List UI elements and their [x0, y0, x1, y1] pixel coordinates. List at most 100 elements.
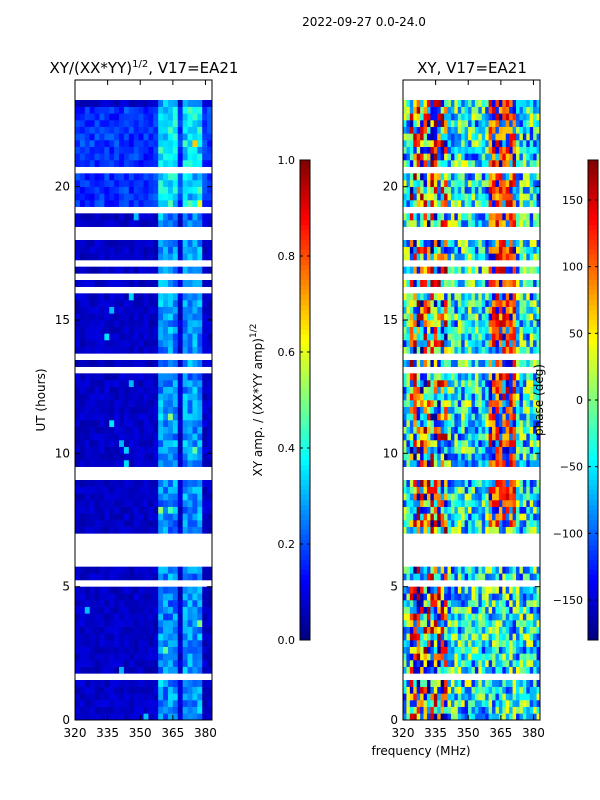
- amplitude-cell: [177, 680, 184, 687]
- phase-cell: [409, 480, 414, 487]
- amplitude-time-row: [75, 100, 213, 107]
- phase-cell: [526, 640, 531, 647]
- phase-cell: [450, 586, 455, 594]
- amplitude-time-row: [75, 106, 213, 114]
- phase-cell: [437, 660, 442, 667]
- phase-cell: [403, 640, 407, 647]
- amplitude-cell: [94, 686, 100, 694]
- phase-cell: [509, 433, 513, 441]
- amplitude-cell: [163, 153, 169, 161]
- amplitude-cell: [128, 493, 135, 501]
- amplitude-cell: [167, 333, 174, 341]
- amplitude-cell: [163, 426, 169, 434]
- amplitude-cell: [114, 480, 120, 487]
- phase-cell: [403, 213, 407, 221]
- amplitude-cell: [119, 106, 125, 114]
- phase-cell: [430, 220, 435, 227]
- phase-cell: [430, 180, 435, 187]
- amplitude-cell: [75, 346, 81, 354]
- amplitude-cell: [119, 266, 125, 274]
- phase-cell: [461, 280, 466, 287]
- phase-cell: [495, 413, 500, 421]
- phase-cell: [409, 460, 414, 467]
- phase-cell: [403, 593, 407, 601]
- amplitude-cell: [99, 253, 105, 261]
- amplitude-cell: [84, 400, 91, 407]
- amplitude-cell: [202, 693, 208, 701]
- amplitude-cell: [153, 280, 159, 287]
- phase-cell: [433, 280, 438, 287]
- phase-cell: [420, 460, 424, 467]
- phase-cell: [533, 506, 537, 514]
- phase-cell: [437, 646, 442, 654]
- amplitude-cell: [119, 326, 125, 334]
- amplitude-cell: [138, 420, 144, 427]
- amplitude-cell: [202, 586, 208, 594]
- phase-cell: [505, 380, 510, 387]
- phase-cell: [426, 493, 431, 501]
- phase-cell: [409, 566, 414, 574]
- amplitude-cell: [192, 393, 198, 401]
- phase-cell: [505, 406, 510, 414]
- phase-cell: [457, 440, 462, 447]
- phase-cell: [529, 573, 534, 581]
- phase-cell: [433, 453, 438, 461]
- amplitude-cell: [109, 393, 115, 401]
- phase-cell: [437, 313, 442, 321]
- phase-cell: [437, 706, 442, 714]
- phase-cell: [502, 513, 507, 521]
- amplitude-cell: [182, 693, 188, 701]
- amplitude-cell: [104, 686, 110, 694]
- amplitude-cell: [182, 613, 188, 621]
- phase-cell: [468, 333, 472, 341]
- phase-cell: [488, 646, 493, 654]
- phase-cell: [454, 513, 459, 521]
- phase-cell: [406, 633, 411, 641]
- phase-cell: [522, 266, 527, 274]
- amplitude-cell: [187, 253, 193, 261]
- amplitude-cell: [104, 200, 110, 207]
- phase-cell: [423, 280, 428, 287]
- phase-cell: [413, 406, 418, 414]
- phase-cell: [471, 526, 476, 534]
- amplitude-cell: [75, 180, 81, 187]
- phase-cell: [426, 586, 431, 594]
- phase-cell: [403, 493, 407, 501]
- phase-cell: [526, 340, 531, 347]
- phase-cell: [495, 573, 500, 581]
- amplitude-cell: [109, 253, 115, 261]
- phase-cell: [498, 266, 503, 274]
- phase-cell: [536, 633, 541, 641]
- colorbar-segment: [300, 470, 310, 476]
- phase-cell: [485, 406, 490, 414]
- amplitude-cell: [143, 486, 149, 494]
- phase-cell: [454, 700, 459, 707]
- amplitude-cell: [114, 633, 120, 641]
- amplitude-cell: [99, 686, 105, 694]
- phase-cell: [413, 626, 418, 634]
- phase-cell: [461, 220, 466, 227]
- phase-cell: [485, 513, 490, 521]
- amplitude-cell: [123, 693, 130, 701]
- amplitude-cell: [163, 506, 169, 514]
- amplitude-cell: [114, 246, 120, 254]
- phase-cell: [485, 440, 490, 447]
- phase-time-row: [403, 160, 541, 167]
- phase-cell: [492, 266, 496, 274]
- amplitude-cell: [182, 640, 188, 647]
- phase-cell: [519, 573, 524, 581]
- amplitude-cell: [94, 146, 100, 154]
- phase-cell: [426, 513, 431, 521]
- phase-cell: [502, 326, 507, 334]
- phase-cell: [516, 300, 520, 307]
- phase-cell: [526, 393, 531, 401]
- amplitude-cell: [119, 133, 125, 141]
- phase-cell: [488, 373, 493, 381]
- phase-cell: [505, 493, 510, 501]
- amplitude-cell: [109, 713, 115, 721]
- amplitude-cell: [148, 306, 154, 314]
- amplitude-cell: [128, 586, 135, 594]
- phase-cell: [478, 173, 483, 181]
- phase-cell: [492, 420, 496, 427]
